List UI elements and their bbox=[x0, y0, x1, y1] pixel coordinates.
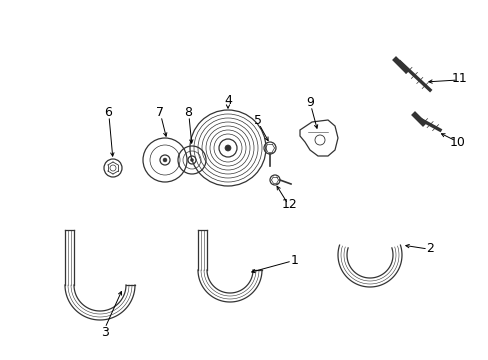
Circle shape bbox=[224, 145, 230, 151]
Text: 2: 2 bbox=[425, 242, 433, 255]
Text: 6: 6 bbox=[104, 105, 112, 118]
Text: 7: 7 bbox=[156, 105, 163, 118]
Text: 5: 5 bbox=[253, 113, 262, 126]
Text: 4: 4 bbox=[224, 94, 231, 107]
Circle shape bbox=[163, 158, 167, 162]
Text: 3: 3 bbox=[101, 325, 109, 338]
Circle shape bbox=[190, 158, 193, 162]
Text: 11: 11 bbox=[451, 72, 467, 85]
Text: 9: 9 bbox=[305, 95, 313, 108]
Text: 8: 8 bbox=[183, 105, 192, 118]
Text: 10: 10 bbox=[449, 135, 465, 148]
Text: 1: 1 bbox=[290, 253, 298, 266]
Text: 12: 12 bbox=[282, 198, 297, 211]
